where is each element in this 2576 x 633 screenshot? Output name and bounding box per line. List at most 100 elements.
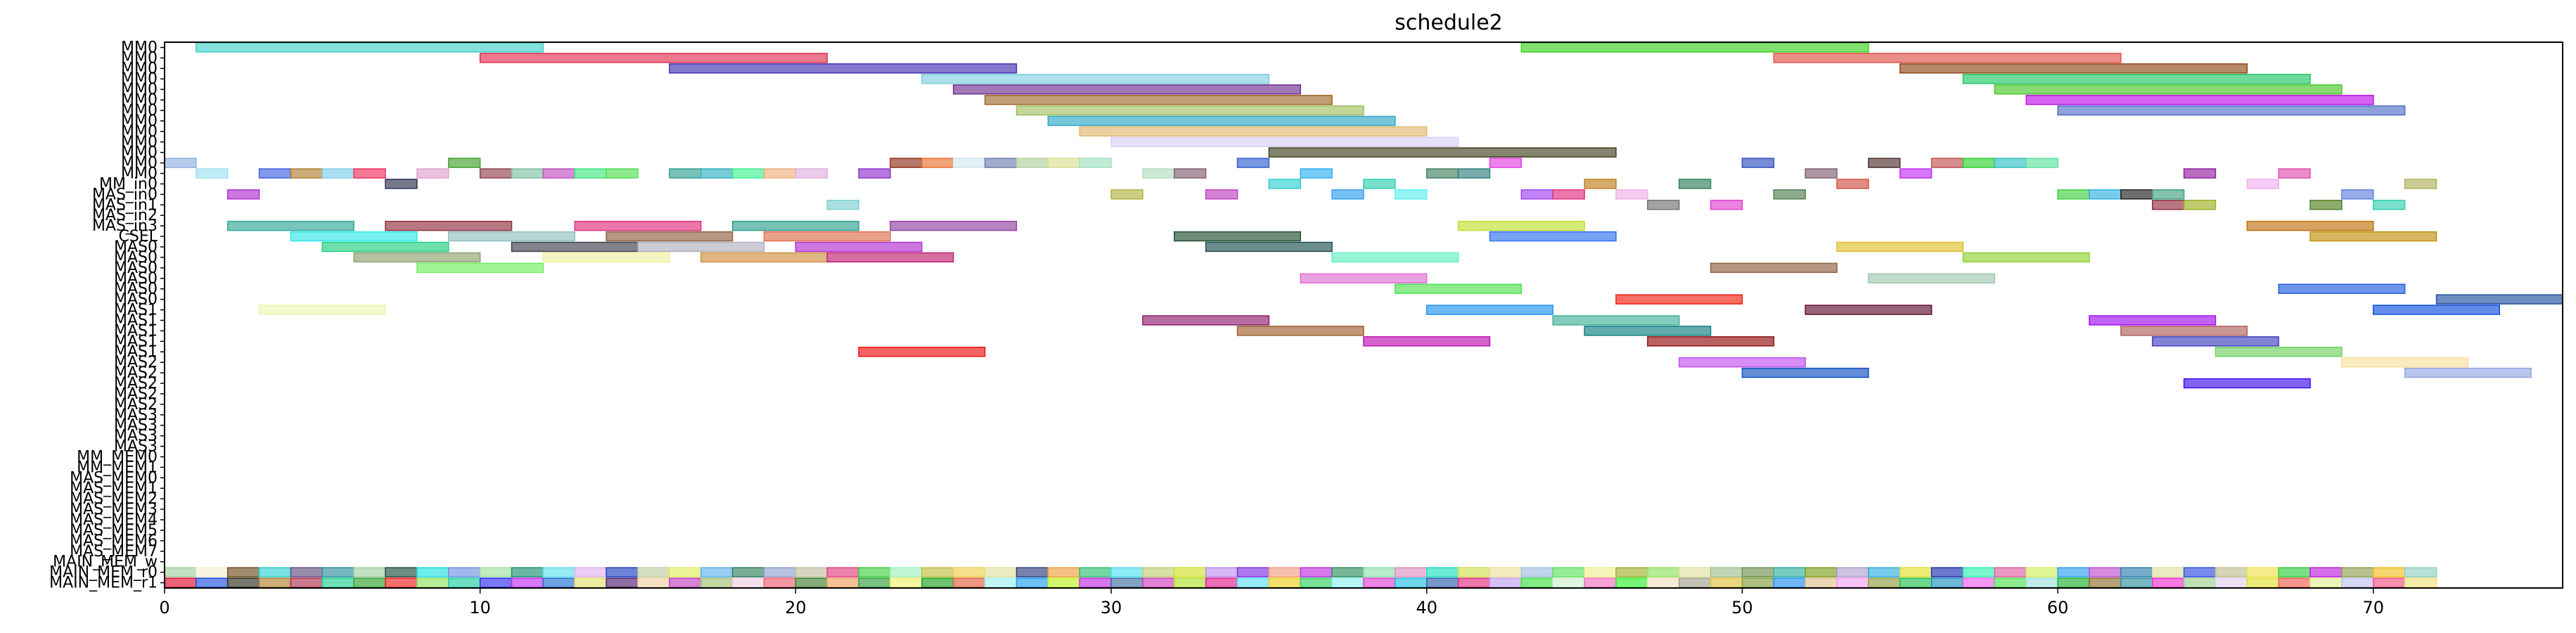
task-bar	[1363, 336, 1491, 347]
task-bar	[984, 158, 1018, 168]
task-bars	[164, 42, 2563, 588]
task-bar	[1520, 42, 1869, 53]
mem-w-bar	[1363, 567, 1396, 577]
task-bar	[1899, 63, 2248, 74]
task-bar	[2057, 105, 2406, 116]
task-bar	[542, 168, 576, 179]
task-bar	[605, 231, 733, 242]
y-tick-label: MAS_MEM5	[70, 522, 158, 539]
y-tick-label: MM0	[121, 102, 158, 120]
mem-w-bar	[2246, 567, 2279, 577]
y-tick-label: MAS2	[114, 385, 158, 403]
y-tick-label: MAS_MEM3	[70, 501, 158, 518]
mem-w-bar	[890, 567, 923, 577]
mem-w-bar	[164, 567, 197, 577]
task-bar	[858, 168, 891, 179]
mem-w-bar	[1489, 567, 1523, 577]
task-bar	[2183, 168, 2217, 179]
mem-w-bar	[1457, 567, 1491, 577]
mem-w-bar	[2183, 567, 2217, 577]
y-tick-label: MAS0	[114, 281, 158, 298]
mem-r-bar	[1899, 577, 1933, 588]
task-bar	[2183, 378, 2311, 389]
x-tick-label: 40	[1416, 598, 1437, 618]
task-bar	[1836, 241, 1964, 252]
y-tick-label: MAS2	[114, 375, 158, 392]
task-bar	[763, 231, 891, 242]
mem-w-bar	[290, 567, 323, 577]
task-bar	[290, 231, 418, 242]
mem-r-bar	[1710, 577, 1743, 588]
mem-r-bar	[258, 577, 292, 588]
mem-r-bar	[574, 577, 607, 588]
task-bar	[1363, 179, 1396, 189]
task-bar	[574, 220, 702, 231]
mem-r-bar	[1489, 577, 1523, 588]
task-bar	[1395, 283, 1523, 294]
mem-r-bar	[196, 577, 229, 588]
mem-w-bar	[700, 567, 733, 577]
task-bar	[1300, 273, 1428, 283]
y-tick-label: MAS_in3	[92, 217, 158, 235]
task-bar	[1930, 158, 1964, 168]
task-bar	[731, 168, 765, 179]
mem-w-bar	[2089, 567, 2122, 577]
mem-w-bar	[1174, 567, 1207, 577]
plot-frame	[164, 41, 2563, 589]
task-bar	[1395, 189, 1428, 200]
task-bar	[2341, 357, 2469, 368]
mem-r-bar	[731, 577, 765, 588]
y-tick-label: MAIN_MEM_w	[53, 554, 158, 571]
task-bar	[1268, 179, 1302, 189]
task-bar	[1142, 168, 1175, 179]
mem-w-bar	[2151, 567, 2185, 577]
task-bar	[826, 252, 954, 263]
task-bar	[353, 168, 386, 179]
task-bar	[795, 168, 828, 179]
task-bar	[921, 158, 954, 168]
y-tick-label: MM0	[121, 60, 158, 77]
task-bar	[700, 252, 828, 263]
mem-r-bar	[448, 577, 481, 588]
task-bar	[2309, 231, 2437, 242]
mem-w-bar	[2120, 567, 2153, 577]
mem-w-bar	[1300, 567, 1333, 577]
mem-w-bar	[1079, 567, 1112, 577]
mem-r-bar	[1300, 577, 1333, 588]
mem-r-bar	[416, 577, 449, 588]
task-bar	[479, 168, 513, 179]
y-tick-label: MAIN_MEM_r1	[49, 575, 158, 592]
task-bar	[1331, 252, 1459, 263]
task-bar	[1047, 115, 1396, 127]
task-bar	[890, 220, 1018, 231]
task-bar	[2025, 94, 2374, 106]
task-bar	[226, 189, 260, 200]
y-tick-label: MAS0	[114, 249, 158, 267]
task-bar	[2373, 305, 2501, 315]
task-bar	[1174, 168, 1207, 179]
task-bar	[2120, 326, 2248, 336]
chart-title: schedule2	[1395, 11, 1503, 35]
task-bar	[1489, 158, 1523, 168]
mem-w-bar	[1930, 567, 1964, 577]
mem-w-bar	[921, 567, 954, 577]
mem-r-bar	[858, 577, 891, 588]
mem-r-bar	[2341, 577, 2374, 588]
task-bar	[1174, 231, 1302, 242]
mem-r-bar	[385, 577, 418, 588]
task-bar	[258, 305, 386, 315]
task-bar	[1962, 252, 2090, 263]
mem-r-bar	[1236, 577, 1270, 588]
mem-w-bar	[826, 567, 859, 577]
task-bar	[1079, 126, 1428, 137]
mem-w-bar	[1962, 567, 1996, 577]
mem-r-bar	[1015, 577, 1049, 588]
task-bar	[2215, 347, 2343, 357]
task-bar	[2278, 283, 2406, 294]
y-tick-label: MM_in0	[99, 175, 158, 193]
task-bar	[1047, 158, 1080, 168]
mem-r-bar	[1079, 577, 1112, 588]
y-tick-label: MM0	[121, 165, 158, 183]
x-tick-label: 60	[2047, 598, 2069, 618]
mem-r-bar	[1741, 577, 1775, 588]
